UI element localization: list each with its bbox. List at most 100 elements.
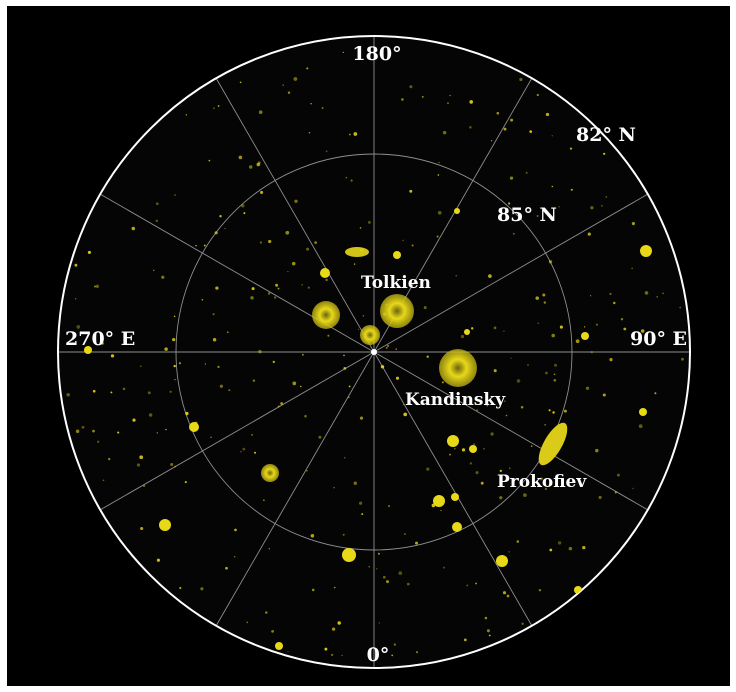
ice-deposits <box>66 51 684 657</box>
ice-speckle <box>436 235 439 238</box>
ice-speckle <box>486 405 489 407</box>
ice-speckle <box>142 484 146 488</box>
label-lon-270: 270° E <box>65 328 135 350</box>
ice-speckle <box>480 481 484 485</box>
north-pole-marker <box>371 349 377 355</box>
ice-speckle <box>212 313 215 316</box>
ice-speckle <box>273 471 276 474</box>
ice-speckle <box>623 327 627 331</box>
crater-deposit <box>464 329 470 335</box>
ice-speckle <box>350 179 353 182</box>
crater-deposit <box>275 642 283 650</box>
ice-speckle <box>523 493 527 497</box>
ice-speckle <box>241 204 245 208</box>
ice-speckle <box>359 248 364 252</box>
ice-speckle <box>553 363 558 367</box>
ice-speckle <box>536 93 539 97</box>
ice-speckle <box>551 185 554 188</box>
ice-speckle <box>362 315 365 317</box>
ice-speckle <box>208 159 211 162</box>
ice-speckle <box>353 481 357 485</box>
ice-speckle <box>551 135 554 137</box>
ice-speckle <box>395 376 400 380</box>
ice-speckle <box>509 176 514 180</box>
ice-speckle <box>382 312 387 316</box>
ice-speckle <box>359 227 362 229</box>
ice-speckle <box>415 651 419 654</box>
ice-speckle <box>493 369 497 373</box>
ice-speckle <box>292 381 297 386</box>
ice-speckle <box>173 364 176 368</box>
ice-speckle <box>557 541 562 545</box>
ice-speckle <box>101 342 104 345</box>
ice-speckle <box>679 306 682 309</box>
ice-speckle <box>333 586 336 589</box>
ice-speckle <box>345 177 347 179</box>
crater-deposit <box>433 495 445 507</box>
ice-speckle <box>558 206 560 208</box>
ice-speckle <box>466 584 469 587</box>
ice-speckle <box>602 393 606 397</box>
ice-speckle <box>178 362 181 365</box>
ice-speckle <box>544 487 548 491</box>
ice-speckle <box>136 463 141 467</box>
ice-speckle <box>364 335 367 339</box>
ice-speckle <box>277 287 280 290</box>
ice-speckle <box>472 443 476 446</box>
ice-speckle <box>376 568 378 570</box>
ice-speckle <box>333 487 335 489</box>
ice-speckle <box>201 299 204 301</box>
ice-speckle <box>161 275 165 279</box>
ice-speckle <box>291 261 296 266</box>
ice-speckle <box>548 409 551 412</box>
ice-speckle <box>280 402 283 405</box>
ice-speckle <box>516 540 520 543</box>
ice-speckle <box>165 428 167 431</box>
ice-speckle <box>294 199 298 203</box>
ice-speckle <box>475 471 479 475</box>
ice-speckle <box>538 589 542 592</box>
ice-speckle <box>169 390 172 393</box>
ice-speckle <box>321 106 324 109</box>
ice-speckle <box>259 241 263 244</box>
ice-speckle <box>449 453 451 456</box>
ice-speckle <box>488 634 491 637</box>
ice-speckle <box>401 98 404 101</box>
crater-deposit <box>447 435 459 447</box>
ice-speckle <box>563 409 567 413</box>
ice-speckle <box>164 347 168 351</box>
ice-speckle <box>140 365 142 367</box>
ice-speckle <box>545 371 548 375</box>
ice-speckle <box>194 421 198 425</box>
ice-speckle <box>512 232 515 235</box>
ice-speckle <box>382 575 386 579</box>
ice-speckle <box>242 447 246 451</box>
ice-speckle <box>213 107 215 110</box>
ice-speckle <box>385 346 388 349</box>
ice-speckle <box>509 467 511 469</box>
ice-speckle <box>359 416 364 420</box>
ice-speckle <box>553 378 557 382</box>
ice-speckle <box>483 448 485 450</box>
label-lat-85: 85° N <box>497 204 557 226</box>
ice-speckle <box>476 409 478 411</box>
ice-speckle <box>310 103 312 105</box>
ice-speckle <box>620 317 624 321</box>
ice-speckle <box>553 373 556 376</box>
ice-speckle <box>179 586 182 590</box>
ice-speckle <box>268 239 272 244</box>
ice-speckle <box>156 558 160 562</box>
ice-speckle <box>75 429 80 434</box>
ice-speckle <box>402 403 405 406</box>
ice-speckle <box>301 353 304 356</box>
ice-speckle <box>331 627 336 631</box>
ice-speckle <box>484 616 488 620</box>
ice-speckle <box>431 503 436 508</box>
crater-deposit <box>496 555 508 567</box>
ice-speckle <box>409 189 413 193</box>
ice-speckle <box>282 84 284 86</box>
ice-speckle <box>174 378 176 381</box>
ice-speckle <box>325 278 328 282</box>
ice-speckle <box>502 591 507 595</box>
ice-speckle <box>204 363 207 365</box>
